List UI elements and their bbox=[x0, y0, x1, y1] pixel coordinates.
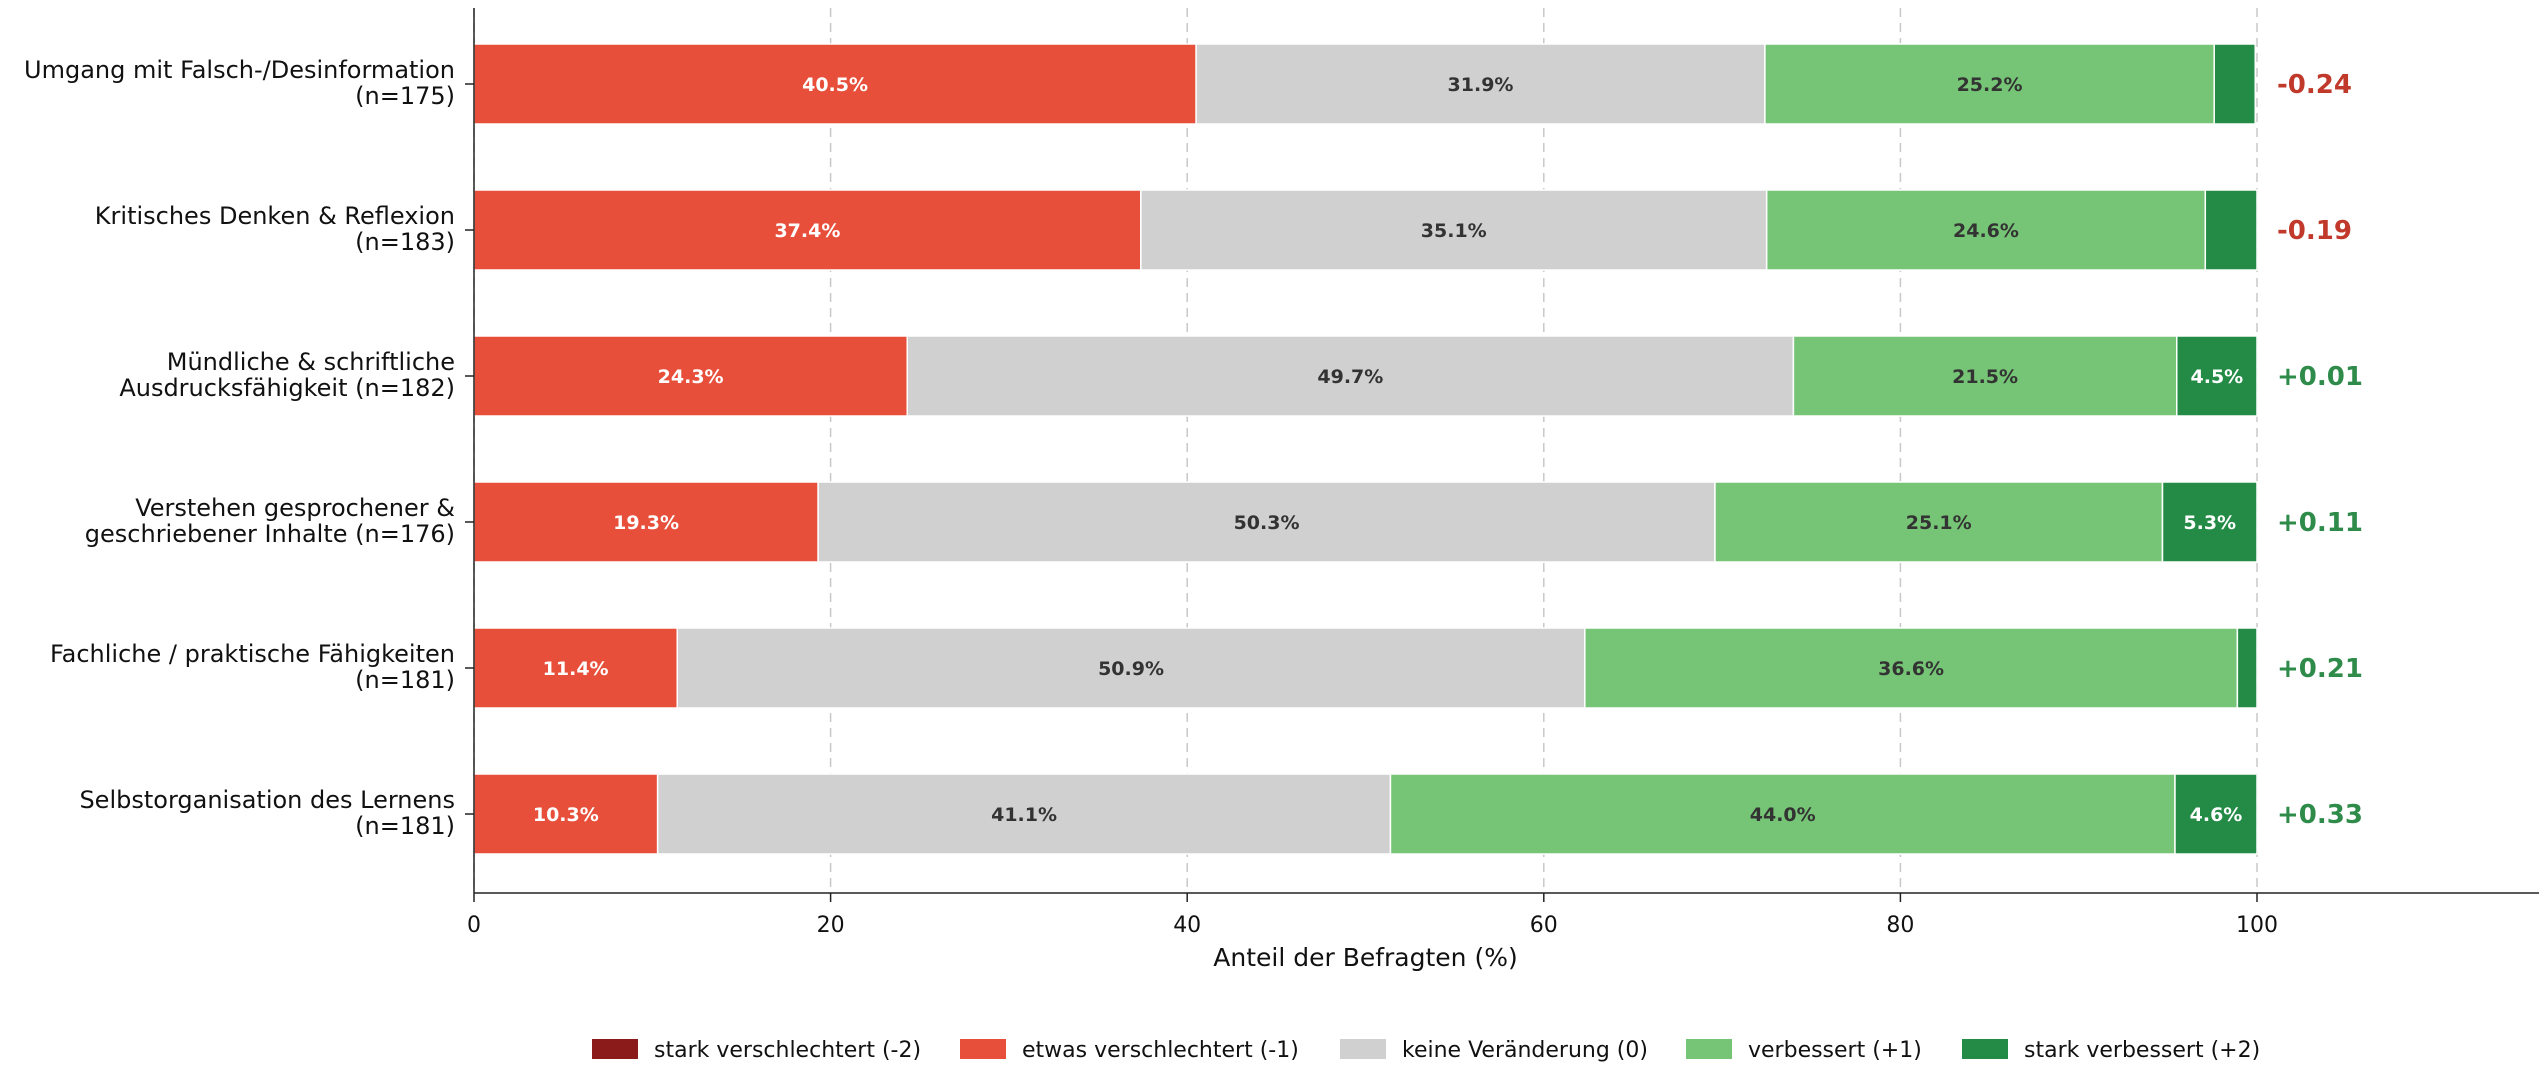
legend-label: verbessert (+1) bbox=[1748, 1038, 1922, 1063]
x-tick-label: 80 bbox=[1886, 913, 1914, 938]
segment-label: 49.7% bbox=[1317, 366, 1383, 388]
legend-swatch bbox=[1340, 1039, 1386, 1059]
mean-scores: -0.24 -0.19 +0.01 +0.11 +0.21 +0.33 bbox=[2277, 70, 2363, 830]
bar-segment bbox=[656, 773, 1392, 855]
segment-label: 41.1% bbox=[991, 804, 1057, 826]
bar-segment bbox=[2176, 335, 2258, 417]
category-label: Kritisches Denken & Reflexion bbox=[95, 202, 455, 230]
segment-label: 11.4% bbox=[543, 658, 609, 680]
bar-segment bbox=[2161, 481, 2258, 563]
bar-segment bbox=[2174, 773, 2258, 855]
x-tick-label: 100 bbox=[2236, 913, 2278, 938]
mean-score: +0.33 bbox=[2277, 800, 2363, 830]
legend-label: etwas verschlechtert (-1) bbox=[1022, 1038, 1299, 1063]
segment-label: 25.1% bbox=[1906, 512, 1972, 534]
category-label: (n=181) bbox=[355, 812, 455, 840]
legend-swatch bbox=[1962, 1039, 2008, 1059]
category-label: Umgang mit Falsch-/Desinformation bbox=[24, 56, 455, 84]
bar-segment bbox=[473, 773, 659, 855]
category-label: Mündliche & schriftliche bbox=[167, 348, 455, 376]
segment-label: 25.2% bbox=[1957, 74, 2023, 96]
grid-lines bbox=[473, 8, 2258, 893]
bar-segment bbox=[1765, 189, 2207, 271]
segment-label: 10.3% bbox=[533, 804, 599, 826]
bar-segment bbox=[2236, 627, 2258, 709]
segment-labels: 40.5% 31.9% 25.2% 37.4% 35.1% 24.6% 24.3% 49.7%… bbox=[533, 74, 2243, 826]
segment-label: 4.5% bbox=[2191, 366, 2244, 388]
legend-label: stark verschlechtert (-2) bbox=[654, 1038, 921, 1063]
legend-label: keine Veränderung (0) bbox=[1402, 1038, 1648, 1063]
bar-segment bbox=[1764, 43, 2215, 125]
segment-label: 31.9% bbox=[1448, 74, 1514, 96]
segment-label: 37.4% bbox=[774, 220, 840, 242]
bar-segment bbox=[2204, 189, 2258, 271]
x-tick-label: 20 bbox=[817, 913, 845, 938]
x-tick-labels: 0 20 40 60 80 100 bbox=[467, 913, 2278, 938]
segment-label: 35.1% bbox=[1421, 220, 1487, 242]
legend-swatch bbox=[960, 1039, 1006, 1059]
bar-segment bbox=[817, 481, 1716, 563]
category-label: (n=181) bbox=[355, 666, 455, 694]
category-label: geschriebener Inhalte (n=176) bbox=[85, 520, 455, 548]
bar-segment bbox=[1714, 481, 2164, 563]
category-label: (n=175) bbox=[355, 82, 455, 110]
bar-segment bbox=[473, 43, 1197, 125]
bar-segment bbox=[1140, 189, 1768, 271]
segment-label: 5.3% bbox=[2183, 512, 2236, 534]
segment-label: 4.6% bbox=[2190, 804, 2243, 826]
segment-label: 36.6% bbox=[1878, 658, 1944, 680]
category-label: (n=183) bbox=[355, 228, 455, 256]
x-tick-label: 60 bbox=[1530, 913, 1558, 938]
bar-segment bbox=[473, 189, 1142, 271]
mean-score: +0.21 bbox=[2277, 654, 2363, 684]
category-labels: Umgang mit Falsch-/Desinformation(n=175)… bbox=[24, 56, 455, 840]
bar-segment bbox=[2213, 43, 2256, 125]
category-label: Ausdrucksfähigkeit (n=182) bbox=[119, 374, 455, 402]
bar-segment bbox=[1195, 43, 1766, 125]
category-label: Fachliche / praktische Fähigkeiten bbox=[50, 640, 455, 668]
mean-score: -0.24 bbox=[2277, 70, 2352, 100]
segment-label: 44.0% bbox=[1750, 804, 1816, 826]
segment-label: 50.3% bbox=[1234, 512, 1300, 534]
category-label: Verstehen gesprochener & bbox=[135, 494, 455, 522]
mean-score: +0.01 bbox=[2277, 362, 2363, 392]
mean-score: -0.19 bbox=[2277, 216, 2352, 246]
legend-swatch bbox=[1686, 1039, 1732, 1059]
segment-label: 21.5% bbox=[1952, 366, 2018, 388]
x-tick-label: 0 bbox=[467, 913, 481, 938]
bar-segment bbox=[1389, 773, 2176, 855]
axes bbox=[465, 8, 2539, 902]
x-axis-title: Anteil der Befragten (%) bbox=[1213, 943, 1517, 972]
legend-label: stark verbessert (+2) bbox=[2024, 1038, 2260, 1063]
bar-segment bbox=[1792, 335, 2178, 417]
segment-label: 40.5% bbox=[802, 74, 868, 96]
category-label: Selbstorganisation des Lernens bbox=[79, 786, 455, 814]
bar-segment bbox=[676, 627, 1586, 709]
x-tick-label: 40 bbox=[1173, 913, 1201, 938]
legend-swatch bbox=[592, 1039, 638, 1059]
bars bbox=[473, 43, 2258, 855]
segment-label: 50.9% bbox=[1098, 658, 1164, 680]
mean-score: +0.11 bbox=[2277, 508, 2363, 538]
segment-label: 19.3% bbox=[613, 512, 679, 534]
legend: stark verschlechtert (-2) etwas verschlec… bbox=[592, 1038, 2260, 1063]
segment-label: 24.3% bbox=[658, 366, 724, 388]
segment-label: 24.6% bbox=[1953, 220, 2019, 242]
